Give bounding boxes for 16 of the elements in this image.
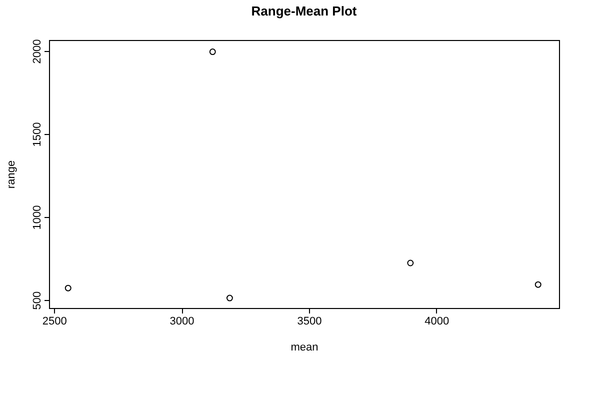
- y-axis-title: range: [6, 160, 18, 189]
- x-tick-label: 4000: [424, 316, 450, 328]
- point: [534, 281, 542, 288]
- point: [64, 284, 72, 292]
- y-tick-label: 2000: [32, 39, 44, 64]
- y-tick-label: 1000: [32, 205, 44, 230]
- chart-title: Range-Mean Plot: [251, 4, 358, 19]
- y-tick-label: 1500: [32, 122, 44, 147]
- x-tick-label: 3000: [170, 316, 194, 328]
- x-tick-label: 3500: [297, 316, 322, 328]
- x-axis-title: mean: [290, 342, 318, 354]
- point: [407, 260, 414, 266]
- point: [209, 48, 216, 56]
- y-tick-label: 500: [32, 291, 44, 310]
- x-tick-label: 2500: [42, 316, 67, 328]
- point: [226, 294, 233, 302]
